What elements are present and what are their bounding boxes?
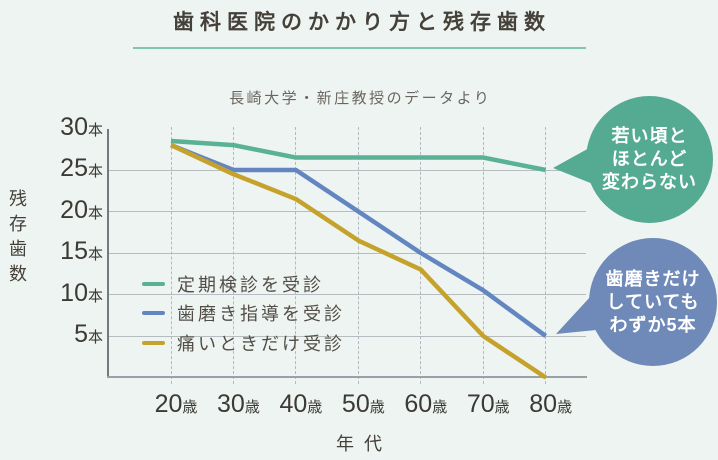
- horizontal-gridline: [109, 211, 586, 212]
- legend-swatch: [142, 311, 165, 316]
- chart-legend: 定期検診を受診 歯磨き指導を受診 痛いときだけ受診: [142, 269, 345, 358]
- x-tick-label: 70歳: [466, 390, 510, 418]
- legend-swatch: [142, 281, 165, 286]
- x-axis-title: 年代: [336, 434, 392, 454]
- x-tick-label: 80歳: [529, 390, 573, 418]
- vertical-gridline: [545, 127, 547, 384]
- chart-title: 歯科医院のかかり方と残存歯数: [173, 11, 551, 34]
- data-source-note: 長崎大学・新庄教授のデータより: [229, 90, 492, 107]
- y-tick-label: 5本: [74, 320, 103, 348]
- bubble-text-line: 歯磨きだけ: [605, 268, 701, 289]
- y-tick-label: 10本: [60, 278, 103, 307]
- y-tick-label: 20本: [60, 195, 103, 224]
- bubble-text-line: ほとんど: [611, 149, 688, 169]
- annotation-bubble-regular-checkup: 若い頃と ほとんど 変わらない: [586, 96, 713, 223]
- y-tick-label: 25本: [60, 154, 103, 182]
- bubble-text-line: していても: [606, 291, 700, 312]
- legend-label: 痛いときだけ受診: [177, 333, 345, 354]
- x-tick-label: 20歳: [154, 390, 198, 418]
- bubble-text-line: 変わらない: [602, 172, 697, 192]
- x-tick-label: 40歳: [279, 390, 323, 418]
- vertical-gridline: [420, 127, 422, 384]
- legend-label: 定期検診を受診: [177, 274, 324, 295]
- y-axis-line: [107, 129, 109, 378]
- horizontal-gridline: [109, 252, 586, 254]
- vertical-gridline: [482, 127, 484, 384]
- bubble-text-line: わずか5本: [609, 314, 697, 335]
- legend-swatch: [142, 340, 165, 345]
- legend-item: 歯磨き指導を受診: [142, 299, 345, 329]
- x-tick-label: 30歳: [217, 390, 260, 418]
- x-tick-label: 60歳: [404, 390, 448, 418]
- title-underline: [133, 47, 586, 49]
- legend-label: 歯磨き指導を受診: [177, 304, 345, 325]
- annotation-bubble-brushing-only: 歯磨きだけ していても わずか5本: [589, 238, 717, 366]
- legend-item: 定期検診を受診: [142, 269, 345, 299]
- vertical-gridline: [357, 127, 359, 384]
- y-tick-label: 30本: [60, 112, 103, 141]
- horizontal-gridline: [109, 169, 586, 171]
- x-axis-line: [107, 376, 587, 378]
- y-tick-label: 15本: [60, 237, 103, 265]
- legend-item: 痛いときだけ受診: [142, 328, 345, 358]
- x-tick-label: 50歳: [341, 390, 385, 418]
- bubble-text-line: 若い頃と: [611, 126, 688, 146]
- y-axis-title: 残存歯数: [7, 189, 27, 289]
